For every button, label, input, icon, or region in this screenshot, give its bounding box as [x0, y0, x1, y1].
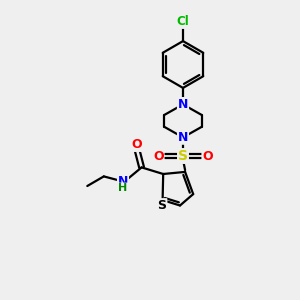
Text: N: N: [178, 98, 188, 111]
Text: H: H: [118, 183, 127, 194]
Text: S: S: [158, 199, 166, 212]
Text: N: N: [178, 131, 188, 144]
Text: O: O: [153, 149, 164, 163]
Text: Cl: Cl: [177, 15, 189, 28]
Text: O: O: [132, 138, 142, 151]
Text: N: N: [118, 175, 128, 188]
Text: O: O: [202, 149, 213, 163]
Text: S: S: [178, 149, 188, 163]
Text: N: N: [178, 98, 188, 111]
